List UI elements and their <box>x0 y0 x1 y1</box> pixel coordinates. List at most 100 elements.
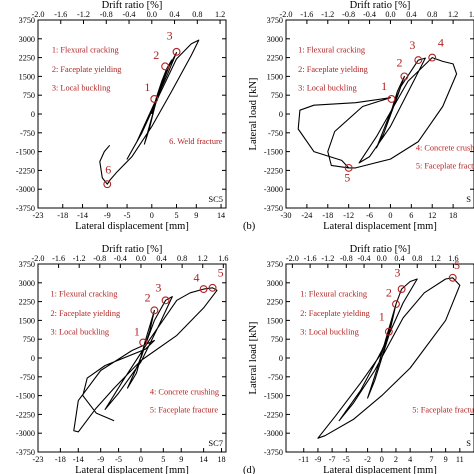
event-marker <box>414 56 423 65</box>
x-tick-label: -30 <box>281 211 292 220</box>
x-tick-label: 9 <box>444 455 448 464</box>
x-tick-label: -18 <box>322 211 333 220</box>
annotation-text: 1: Flexural cracking <box>298 46 365 55</box>
x-tick-label: -14 <box>73 455 84 464</box>
y-tick-label: 1500 <box>267 72 283 81</box>
y-tick-label: 2250 <box>267 298 283 307</box>
top-tick-label: 0.8 <box>192 10 202 19</box>
y-tick-label: -3750 <box>16 448 35 457</box>
event-marker <box>387 95 396 103</box>
annotation-text: 2: Faceplate yielding <box>52 65 122 74</box>
top-tick-label: -0.8 <box>93 254 106 263</box>
top-tick-label: -1.2 <box>321 254 334 263</box>
y-tick-label: 3750 <box>267 16 283 25</box>
top-tick-label: 0.4 <box>394 254 404 263</box>
hysteresis-curve <box>99 39 200 185</box>
y-tick-label: -750 <box>20 129 35 138</box>
top-tick-label: 0.8 <box>427 10 437 19</box>
y-tick-label: 1500 <box>267 316 283 325</box>
event-marker-label: 5 <box>344 171 350 185</box>
x-tick-label: -18 <box>57 211 68 220</box>
event-marker-label: 4 <box>438 35 444 49</box>
top-tick-label: 0.8 <box>412 254 422 263</box>
event-marker-label: 2 <box>396 55 402 69</box>
event-marker-label: 5 <box>454 258 460 272</box>
event-marker <box>139 338 148 347</box>
y-tick-label: 2250 <box>267 54 283 63</box>
x-tick-label: 14 <box>217 211 225 220</box>
top-tick-label: 1.6 <box>448 254 458 263</box>
y-tick-label: -2250 <box>16 410 35 419</box>
panel-sc7: 3750 3000 2250 1500 750 0 -750 -1500 -2250 -3000 -… <box>16 244 229 474</box>
event-marker <box>150 95 159 103</box>
top-tick-label: -2.0 <box>32 254 45 263</box>
y-tick-label: 3750 <box>19 260 35 269</box>
x-tick-label: 14 <box>200 455 208 464</box>
event-marker-label: 3 <box>409 38 415 52</box>
x-tick-label: -9 <box>97 455 104 464</box>
x-tick-label: -23 <box>33 455 44 464</box>
y-tick-label: 3000 <box>19 279 35 288</box>
annotation-text: 2: Faceplate yielding <box>298 65 368 74</box>
x-tick-label: -9 <box>104 211 111 220</box>
x-tick-label: 6 <box>409 211 413 220</box>
y-tick-label: 0 <box>279 110 283 119</box>
y-tick-label: 0 <box>31 354 35 363</box>
event-marker <box>150 306 159 315</box>
event-marker-label: 6 <box>105 163 111 177</box>
y-tick-label: -3000 <box>264 429 283 438</box>
y-tick-label: 3000 <box>267 279 283 288</box>
x-tick-label: 2 <box>394 455 398 464</box>
x-tick-label: -5 <box>115 455 122 464</box>
x-tick-label: 9 <box>179 455 183 464</box>
y-tick-label: 750 <box>23 91 35 100</box>
x-tick-label: -7 <box>329 455 336 464</box>
chart-root: 37503000225015007500-750-1500-2250-3000-… <box>16 0 474 474</box>
x-tick-label: -5 <box>124 211 131 220</box>
y-axis-label: Lateral load [kN] <box>248 78 259 151</box>
y-tick-label: -750 <box>20 373 35 382</box>
top-tick-label: -1.2 <box>321 10 334 19</box>
top-tick-label: -1.6 <box>304 254 317 263</box>
annotation-text: 1: Flexural cracking <box>52 46 119 55</box>
annotation-text: 1: Flexural cracking <box>300 290 367 299</box>
top-tick-label: 0.0 <box>147 10 157 19</box>
x-tick-label: -6 <box>366 211 373 220</box>
specimen-label: S <box>466 194 471 204</box>
y-tick-label: -2250 <box>16 166 35 175</box>
y-tick-label: 3000 <box>267 35 283 44</box>
annotation-text: 5: Faceplate fracture <box>150 405 218 414</box>
annotation-text: 6. Weld fracture <box>169 137 223 146</box>
event-marker <box>392 300 400 309</box>
x-tick-label: -12 <box>343 211 354 220</box>
y-tick-label: 750 <box>271 91 283 100</box>
top-tick-label: 1.6 <box>218 254 228 263</box>
top-tick-label: -0.8 <box>100 10 113 19</box>
event-marker <box>344 163 353 172</box>
y-tick-label: 3750 <box>267 260 283 269</box>
top-tick-label: 0.0 <box>385 10 395 19</box>
x-tick-label: -5 <box>343 455 350 464</box>
x-tick-label: -2 <box>364 455 371 464</box>
top-axis-label: Drift ratio [%] <box>350 0 411 11</box>
top-tick-label: -0.4 <box>358 254 371 263</box>
y-tick-label: -2250 <box>264 166 283 175</box>
event-marker <box>161 62 170 71</box>
annotation-text: 4: Concrete crushing <box>150 387 219 396</box>
event-marker-label: 2 <box>145 291 151 305</box>
x-tick-label: 18 <box>217 455 225 464</box>
top-tick-label: -1.6 <box>52 254 65 263</box>
x-tick-label: 0 <box>380 455 384 464</box>
y-tick-label: -3750 <box>16 204 35 213</box>
top-tick-label: -0.4 <box>114 254 127 263</box>
top-tick-label: 0.0 <box>377 254 387 263</box>
panel-sc5: 3750 3000 2250 1500 750 0 -750 -1500 -2250 -3000 -… <box>16 0 227 232</box>
y-tick-label: 2250 <box>19 298 35 307</box>
hysteresis-curve <box>73 287 218 433</box>
event-marker-label: 1 <box>379 309 385 323</box>
event-marker <box>428 53 437 62</box>
event-marker-label: 2 <box>153 48 159 62</box>
top-tick-label: -0.8 <box>342 10 355 19</box>
top-axis-label: Drift ratio [%] <box>102 0 163 11</box>
